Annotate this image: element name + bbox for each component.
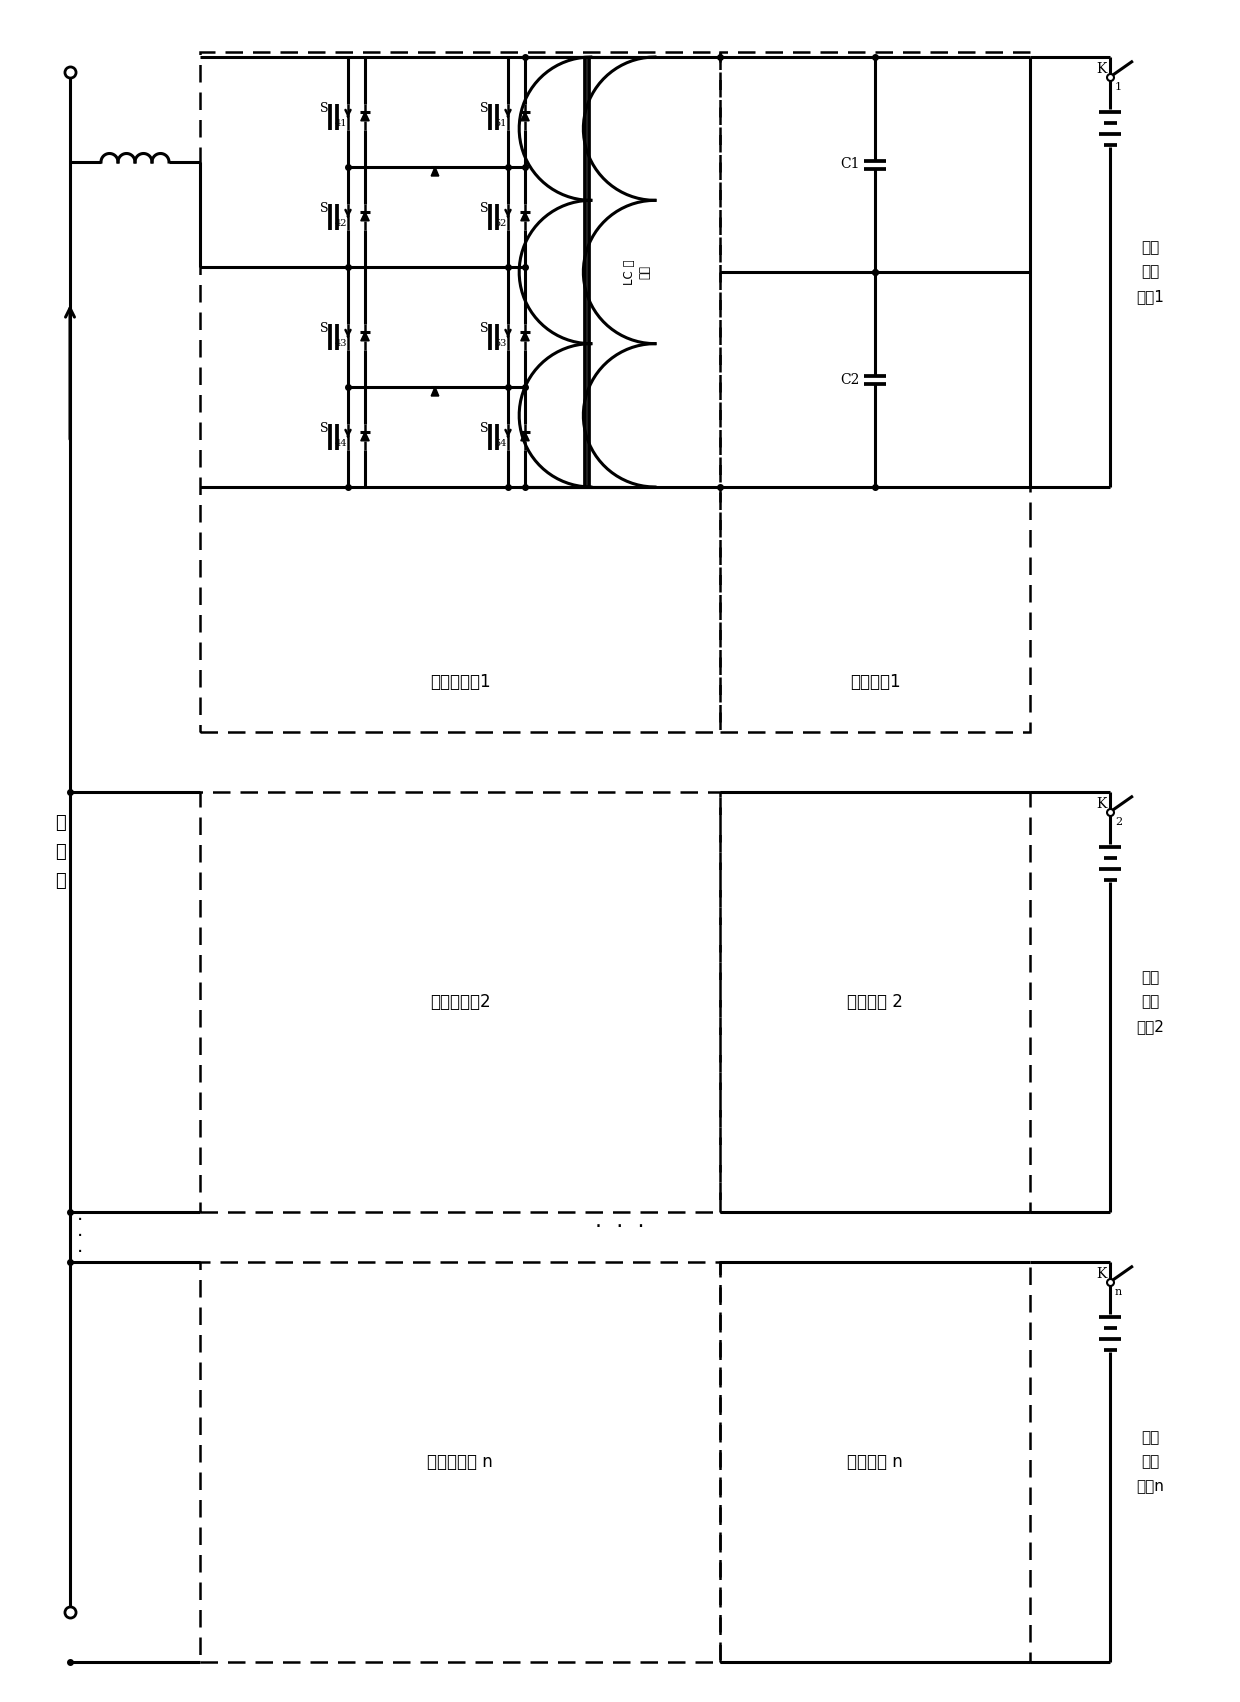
Polygon shape — [361, 432, 370, 441]
Bar — [200, 53, 720, 732]
Bar — [200, 1261, 720, 1661]
Text: 直流环节 2: 直流环节 2 — [847, 992, 903, 1011]
Text: 1: 1 — [1115, 82, 1122, 92]
Text: C1: C1 — [841, 158, 861, 172]
Text: 54: 54 — [495, 439, 507, 448]
Polygon shape — [361, 213, 370, 221]
Polygon shape — [521, 112, 529, 121]
Text: S: S — [480, 102, 489, 114]
Text: ·
·
·: · · · — [77, 1212, 83, 1263]
Text: 44: 44 — [335, 439, 347, 448]
Polygon shape — [432, 386, 439, 397]
Text: S: S — [320, 422, 329, 434]
Text: 牵
引
网: 牵 引 网 — [55, 814, 66, 890]
Text: 52: 52 — [495, 218, 507, 228]
Text: S: S — [320, 201, 329, 214]
Text: n: n — [1115, 1287, 1122, 1297]
Bar — [720, 1261, 1030, 1661]
Text: 独立
直流
电源2: 独立 直流 电源2 — [1136, 970, 1164, 1035]
Polygon shape — [361, 332, 370, 340]
Text: 级联逆变器2: 级联逆变器2 — [430, 992, 490, 1011]
Polygon shape — [521, 332, 529, 340]
Text: 2: 2 — [1115, 817, 1122, 827]
Text: K: K — [1096, 61, 1107, 77]
Polygon shape — [521, 213, 529, 221]
Text: 53: 53 — [495, 339, 507, 347]
Bar — [720, 53, 1030, 732]
Text: 独立
直流
电源n: 独立 直流 电源n — [1136, 1430, 1164, 1494]
Text: 独立
直流
电源1: 独立 直流 电源1 — [1136, 240, 1164, 305]
Text: 41: 41 — [335, 119, 347, 128]
Text: K: K — [1096, 797, 1107, 810]
Text: S: S — [480, 201, 489, 214]
Polygon shape — [521, 432, 529, 441]
Text: 51: 51 — [495, 119, 507, 128]
Text: 42: 42 — [335, 218, 347, 228]
Text: 43: 43 — [335, 339, 347, 347]
Text: K: K — [1096, 1266, 1107, 1282]
Text: C2: C2 — [841, 373, 861, 386]
Bar — [720, 791, 1030, 1212]
Text: S: S — [320, 322, 329, 335]
Text: S: S — [480, 422, 489, 434]
Polygon shape — [432, 167, 439, 175]
Text: S: S — [480, 322, 489, 335]
Text: 直流环节 n: 直流环节 n — [847, 1454, 903, 1471]
Text: 级联逆变器1: 级联逆变器1 — [430, 672, 490, 691]
Text: ·  ·  ·: · · · — [595, 1217, 645, 1237]
Text: 直流环节1: 直流环节1 — [849, 672, 900, 691]
Text: 级联逆变器 n: 级联逆变器 n — [427, 1454, 492, 1471]
Text: S: S — [320, 102, 329, 114]
Bar — [200, 791, 720, 1212]
Text: LC 变
换器: LC 变 换器 — [622, 259, 651, 284]
Polygon shape — [361, 112, 370, 121]
